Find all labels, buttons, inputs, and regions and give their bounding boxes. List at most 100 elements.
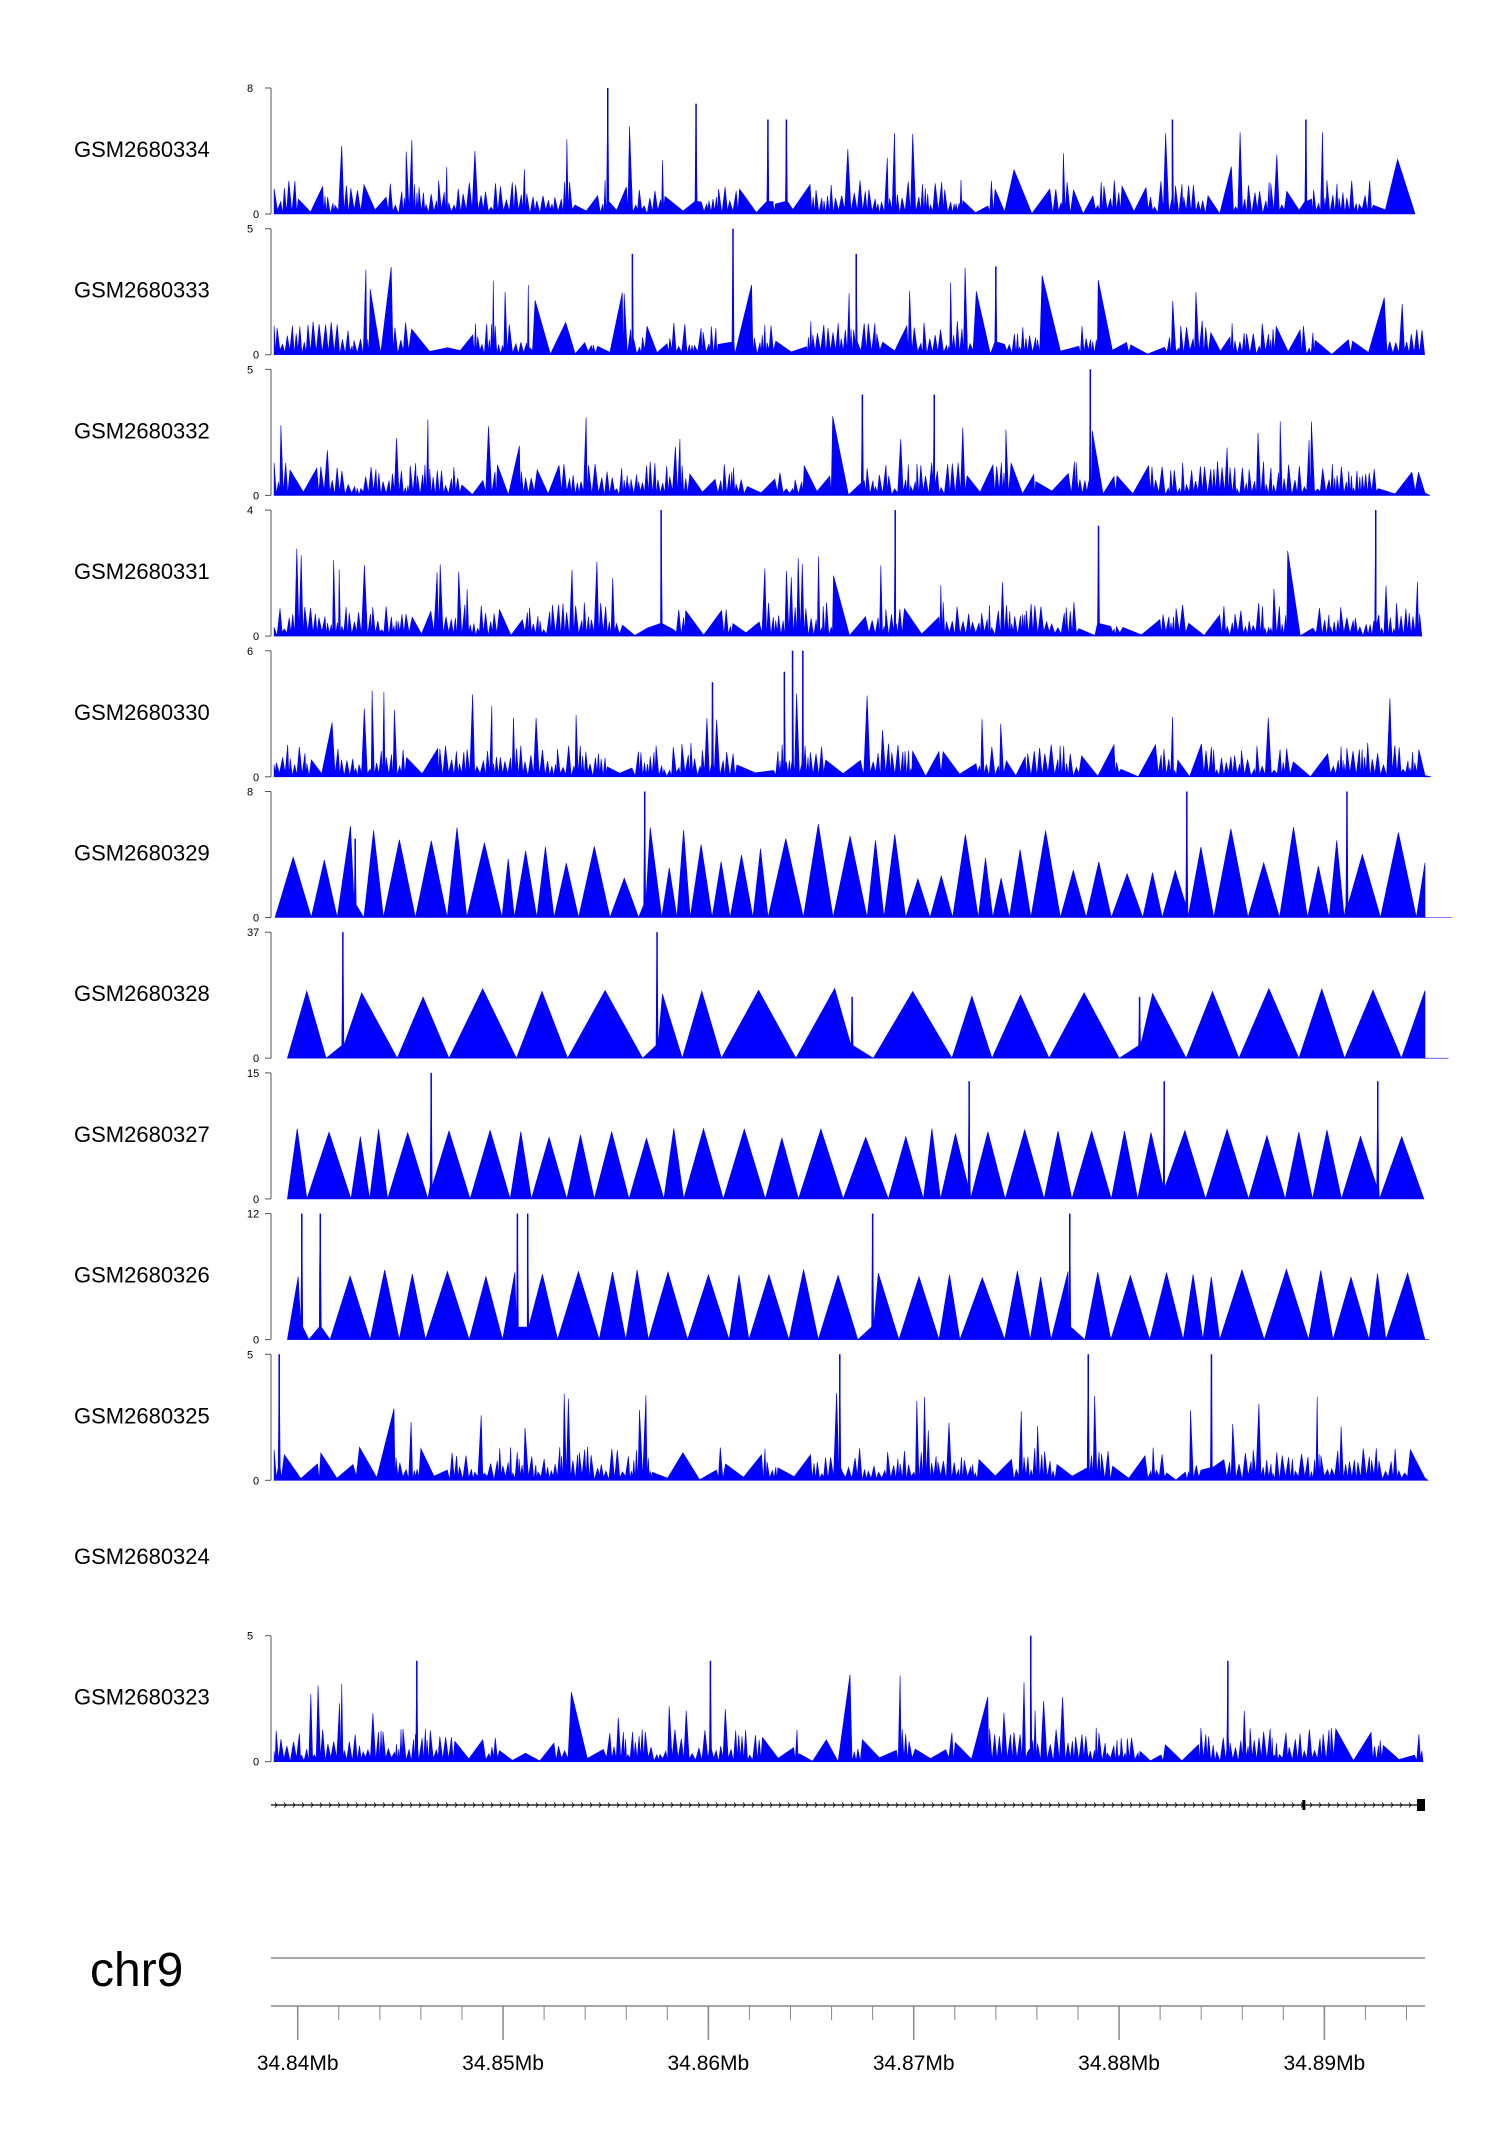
strand-arrow <box>1210 1802 1214 1808</box>
strand-arrow <box>571 1802 575 1808</box>
strand-arrow <box>544 1802 548 1808</box>
strand-arrow <box>319 1802 323 1808</box>
y-tick-label-min: 0 <box>253 631 259 643</box>
strand-arrow <box>454 1802 458 1808</box>
strand-arrow <box>688 1802 692 1808</box>
strand-arrow <box>355 1802 359 1808</box>
strand-arrow <box>292 1802 296 1808</box>
x-tick-label: 34.87Mb <box>873 2052 955 2075</box>
strand-arrow <box>814 1802 818 1808</box>
strand-arrow <box>751 1802 755 1808</box>
strand-arrow <box>481 1802 485 1808</box>
strand-arrow <box>274 1802 278 1808</box>
track-GSM2680325: GSM2680325 0 5 <box>74 1349 1429 1487</box>
track-label: GSM2680333 <box>74 278 210 303</box>
data-tracks: GSM268033408GSM268033305GSM268033205GSM2… <box>74 83 1453 1769</box>
strand-arrow <box>823 1802 827 1808</box>
strand-arrow <box>526 1802 530 1808</box>
strand-arrow <box>805 1802 809 1808</box>
strand-arrow <box>769 1802 773 1808</box>
y-tick-label-min: 0 <box>253 772 259 784</box>
y-tick-label-min: 0 <box>253 1475 259 1487</box>
strand-arrow <box>877 1802 881 1808</box>
strand-arrow <box>922 1802 926 1808</box>
strand-arrow <box>1003 1802 1007 1808</box>
strand-arrow <box>382 1802 386 1808</box>
strand-arrow <box>976 1802 980 1808</box>
track-GSM2680332: GSM2680332 0 5 <box>74 364 1431 502</box>
track-label: GSM2680329 <box>74 841 210 866</box>
coverage-area <box>287 932 1449 1060</box>
track-GSM2680333: GSM2680333 0 5 <box>74 224 1425 362</box>
track-GSM2680323: GSM2680323 0 5 <box>74 1631 1424 1769</box>
strand-arrow <box>346 1802 350 1808</box>
strand-arrow <box>1381 1802 1385 1808</box>
strand-arrow <box>1120 1802 1124 1808</box>
strand-arrow <box>409 1802 413 1808</box>
strand-arrow <box>958 1802 962 1808</box>
track-GSM2680330: GSM2680330 0 6 <box>74 646 1432 784</box>
y-tick-label-max: 5 <box>247 1631 253 1643</box>
coverage-area <box>274 791 1453 919</box>
strand-arrow <box>1228 1802 1232 1808</box>
strand-arrow <box>841 1802 845 1808</box>
y-tick-label-min: 0 <box>253 1335 259 1347</box>
strand-arrow <box>706 1802 710 1808</box>
strand-arrow <box>1390 1802 1394 1808</box>
track-GSM2680331: GSM2680331 0 4 <box>74 505 1423 643</box>
y-tick-label-max: 8 <box>247 787 253 799</box>
track-GSM2680334: GSM2680334 0 8 <box>74 83 1416 221</box>
strand-arrow <box>580 1802 584 1808</box>
strand-arrow <box>1345 1802 1349 1808</box>
track-label: GSM2680325 <box>74 1403 210 1428</box>
strand-arrow <box>427 1802 431 1808</box>
strand-arrow <box>1354 1802 1358 1808</box>
coverage-area <box>273 510 1423 637</box>
coverage-area <box>287 1213 1430 1341</box>
strand-arrow <box>1309 1802 1313 1808</box>
strand-arrow <box>1327 1802 1331 1808</box>
track-label: GSM2680332 <box>74 418 210 443</box>
strand-arrow <box>1048 1802 1052 1808</box>
gene-model-track <box>271 1799 1425 1811</box>
strand-arrow <box>715 1802 719 1808</box>
strand-arrow <box>283 1802 287 1808</box>
strand-arrow <box>391 1802 395 1808</box>
strand-arrow <box>850 1802 854 1808</box>
coverage-area <box>273 1635 1424 1763</box>
strand-arrow <box>697 1802 701 1808</box>
track-label: GSM2680330 <box>74 700 210 725</box>
strand-arrow <box>670 1802 674 1808</box>
x-tick-label: 34.86Mb <box>668 2052 750 2075</box>
strand-arrow <box>472 1802 476 1808</box>
strand-arrow <box>1291 1802 1295 1808</box>
strand-arrow <box>913 1802 917 1808</box>
strand-arrow <box>1219 1802 1223 1808</box>
x-tick-label: 34.84Mb <box>257 2052 339 2075</box>
strand-arrow <box>904 1802 908 1808</box>
strand-arrow <box>796 1802 800 1808</box>
coverage-area <box>273 228 1425 356</box>
y-tick-label-min: 0 <box>253 1194 259 1206</box>
strand-arrow <box>994 1802 998 1808</box>
strand-arrow <box>1138 1802 1142 1808</box>
y-tick-label-min: 0 <box>253 1053 259 1065</box>
y-tick-label-min: 0 <box>253 350 259 362</box>
strand-arrow <box>1102 1802 1106 1808</box>
exon-end <box>1417 1799 1425 1811</box>
strand-arrow <box>1183 1802 1187 1808</box>
track-label: GSM2680334 <box>74 137 210 162</box>
coverage-area <box>273 369 1431 497</box>
strand-arrow <box>985 1802 989 1808</box>
strand-arrow <box>508 1802 512 1808</box>
strand-arrow <box>490 1802 494 1808</box>
strand-arrow <box>364 1802 368 1808</box>
x-tick-label: 34.89Mb <box>1284 2052 1366 2075</box>
strand-arrow <box>1282 1802 1286 1808</box>
strand-arrow <box>886 1802 890 1808</box>
track-label: GSM2680328 <box>74 981 210 1006</box>
strand-arrow <box>1057 1802 1061 1808</box>
strand-arrow <box>895 1802 899 1808</box>
strand-arrow <box>1165 1802 1169 1808</box>
x-tick-label: 34.88Mb <box>1078 2052 1160 2075</box>
